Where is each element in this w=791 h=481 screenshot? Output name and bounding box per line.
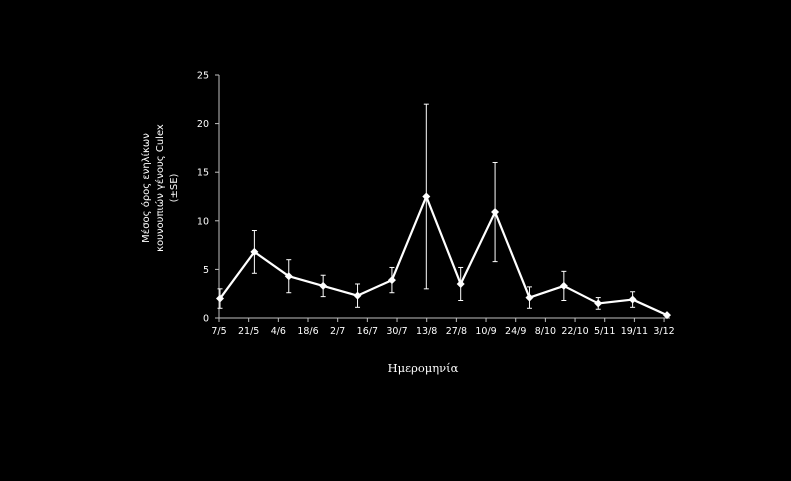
y-axis-label-line-1: Μέσος όρος ενηλίκων [140,133,152,243]
data-point-marker [456,279,465,288]
error-bars [217,103,670,317]
x-tick-label: 24/9 [505,326,526,337]
x-tick-label: 8/10 [535,326,556,337]
y-tick-label: 0 [203,314,209,325]
x-tick-label: 13/8 [416,326,437,337]
x-axis-ticks: 7/5 21/5 4/6 18/6 2/7 16/7 30/7 13/8 27/8 10/9 24/… [211,318,675,337]
y-axis-label-line-2: κουνουπιών γένους Culex [154,124,166,252]
data-point-marker [491,208,500,217]
series-line [219,195,668,317]
series-group [216,192,671,320]
y-tick-label: 25 [197,71,209,82]
x-tick-label: 7/5 [211,326,226,337]
x-tick-label: 30/7 [386,326,407,337]
y-axis-label-line-3: (±SE) [169,173,180,202]
data-point-marker [594,299,603,308]
data-point-marker [284,272,293,281]
chart-axes [218,75,670,319]
data-point-marker [319,281,328,290]
x-tick-label: 27/8 [446,326,467,337]
y-tick-label: 20 [197,119,209,130]
x-tick-label: 10/9 [475,326,496,337]
x-tick-label: 3/12 [653,326,674,337]
data-point-marker [422,192,431,201]
data-point-marker [353,291,362,300]
y-axis-ticks: 0 5 10 15 20 25 [197,71,219,325]
x-tick-label: 5/11 [594,326,615,337]
x-tick-label: 22/10 [561,326,588,337]
data-point-marker [559,281,568,290]
x-tick-label: 19/11 [621,326,648,337]
y-tick-label: 15 [197,168,209,179]
x-tick-label: 4/6 [271,326,286,337]
data-point-marker [216,294,224,303]
y-axis-label: Μέσος όρος ενηλίκων κουνουπιών γένους Cu… [140,124,180,252]
data-point-marker [525,293,534,302]
data-point-marker [387,276,396,285]
x-axis-label: Ημερομηνία [388,361,459,375]
x-tick-label: 16/7 [357,326,378,337]
y-tick-label: 5 [203,265,209,276]
data-point-marker [663,311,671,320]
x-tick-label: 2/7 [330,326,345,337]
data-point-marker [250,247,259,256]
x-tick-label: 21/5 [238,326,259,337]
data-point-marker [628,295,637,304]
y-tick-label: 10 [197,216,209,227]
x-tick-label: 18/6 [297,326,318,337]
